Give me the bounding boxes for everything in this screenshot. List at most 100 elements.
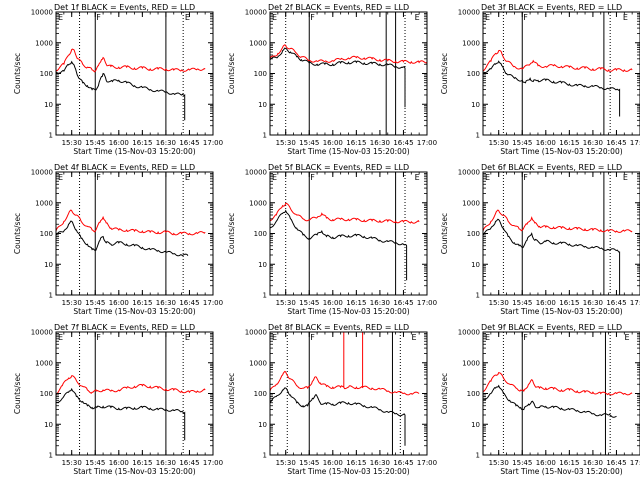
marker-letter: F bbox=[310, 13, 315, 22]
x-tick-label: 15:30 bbox=[276, 459, 296, 467]
x-tick-label: 16:15 bbox=[559, 299, 579, 307]
lld-series-line bbox=[56, 209, 206, 236]
marker-letter: E bbox=[272, 173, 277, 182]
marker-letter: E bbox=[272, 333, 277, 342]
x-axis-label: Start Time (15-Nov-03 15:20:00) bbox=[287, 307, 409, 316]
y-tick-label: 100 bbox=[467, 70, 480, 78]
x-tick-label: 15:30 bbox=[62, 459, 82, 467]
y-tick-label: 10000 bbox=[245, 9, 267, 17]
y-tick-label: 1 bbox=[263, 292, 267, 300]
panel-title: Det 2f BLACK = Events, RED = LLD bbox=[268, 3, 409, 12]
y-axis-label: Counts/sec bbox=[440, 53, 449, 94]
lld-series-line bbox=[56, 48, 206, 73]
events-series-line bbox=[483, 60, 621, 117]
x-tick-label: 15:30 bbox=[276, 299, 296, 307]
y-tick-label: 1 bbox=[476, 452, 480, 460]
marker-letter: E bbox=[58, 13, 63, 22]
marker-letter: E bbox=[272, 13, 277, 22]
y-tick-label: 100 bbox=[467, 390, 480, 398]
x-axis-label: Start Time (15-Nov-03 15:20:00) bbox=[73, 147, 195, 156]
x-tick-label: 16:15 bbox=[132, 299, 152, 307]
marker-letter: E bbox=[415, 173, 420, 182]
y-tick-label: 10 bbox=[258, 261, 267, 269]
x-tick-label: 16:30 bbox=[583, 459, 603, 467]
panel-title: Det 9f BLACK = Events, RED = LLD bbox=[481, 323, 622, 332]
y-tick-label: 1 bbox=[49, 292, 53, 300]
x-axis-label: Start Time (15-Nov-03 15:20:00) bbox=[287, 467, 409, 476]
x-axis-label: Start Time (15-Nov-03 15:20:00) bbox=[500, 147, 622, 156]
y-tick-label: 1000 bbox=[249, 39, 267, 47]
x-tick-label: 15:30 bbox=[62, 299, 82, 307]
x-tick-label: 16:30 bbox=[370, 459, 390, 467]
y-tick-label: 10000 bbox=[245, 169, 267, 177]
x-tick-label: 17:00 bbox=[417, 459, 437, 467]
marker-letter: E bbox=[485, 173, 490, 182]
marker-letter: F bbox=[523, 13, 528, 22]
x-tick-label: 16:30 bbox=[583, 139, 603, 147]
y-tick-label: 100 bbox=[254, 230, 267, 238]
panel-title: Det 3f BLACK = Events, RED = LLD bbox=[481, 3, 622, 12]
x-tick-label: 16:30 bbox=[156, 139, 176, 147]
y-tick-label: 10000 bbox=[245, 329, 267, 337]
x-tick-label: 15:45 bbox=[85, 299, 105, 307]
x-tick-label: 16:15 bbox=[346, 459, 366, 467]
marker-letter: E bbox=[185, 173, 190, 182]
y-tick-label: 100 bbox=[467, 230, 480, 238]
y-tick-label: 10000 bbox=[458, 169, 480, 177]
panel-det-2: Det 2f BLACK = Events, RED = LLD 1 10 100 10… bbox=[227, 3, 437, 156]
x-tick-label: 15:45 bbox=[85, 139, 105, 147]
x-tick-label: 17:00 bbox=[630, 139, 640, 147]
x-tick-label: 17:00 bbox=[203, 459, 223, 467]
marker-letter: F bbox=[96, 13, 101, 22]
y-tick-label: 10 bbox=[258, 101, 267, 109]
x-tick-label: 15:30 bbox=[489, 139, 509, 147]
x-tick-label: 16:00 bbox=[323, 139, 343, 147]
lld-series-line bbox=[270, 202, 420, 224]
marker-letter: E bbox=[411, 333, 416, 342]
y-tick-label: 1 bbox=[263, 132, 267, 140]
marker-letter: E bbox=[58, 173, 63, 182]
y-tick-label: 1000 bbox=[35, 359, 53, 367]
events-series-line bbox=[56, 387, 186, 441]
x-tick-label: 17:00 bbox=[203, 299, 223, 307]
x-tick-label: 16:30 bbox=[156, 299, 176, 307]
x-tick-label: 15:45 bbox=[299, 299, 319, 307]
x-tick-label: 16:15 bbox=[559, 139, 579, 147]
panel-det-1: Det 1f BLACK = Events, RED = LLD 1 10 100 10… bbox=[13, 3, 223, 156]
panel-title: Det 5f BLACK = Events, RED = LLD bbox=[268, 163, 409, 172]
x-tick-label: 15:30 bbox=[276, 139, 296, 147]
panel-det-7: Det 7f BLACK = Events, RED = LLD 1 10 100 10… bbox=[13, 323, 223, 476]
y-axis-label: Counts/sec bbox=[227, 373, 236, 414]
x-tick-label: 16:00 bbox=[109, 299, 129, 307]
y-axis-label: Counts/sec bbox=[13, 373, 22, 414]
lld-series-line bbox=[270, 44, 427, 64]
y-tick-label: 100 bbox=[40, 390, 53, 398]
x-tick-label: 17:00 bbox=[417, 139, 437, 147]
y-tick-label: 100 bbox=[40, 230, 53, 238]
marker-letter: F bbox=[523, 333, 528, 342]
marker-letter: E bbox=[623, 13, 628, 22]
y-axis-label: Counts/sec bbox=[227, 213, 236, 254]
plot-frame bbox=[269, 11, 428, 136]
x-tick-label: 16:30 bbox=[583, 299, 603, 307]
x-tick-label: 17:00 bbox=[630, 459, 640, 467]
marker-letter: F bbox=[523, 173, 528, 182]
x-axis-label: Start Time (15-Nov-03 15:20:00) bbox=[73, 467, 195, 476]
x-tick-label: 16:45 bbox=[606, 299, 626, 307]
y-tick-label: 1000 bbox=[249, 199, 267, 207]
panel-det-6: Det 6f BLACK = Events, RED = LLD 1 10 100 10… bbox=[440, 163, 640, 316]
x-tick-label: 15:30 bbox=[62, 139, 82, 147]
panel-det-5: Det 5f BLACK = Events, RED = LLD 1 10 100 10… bbox=[227, 163, 437, 316]
lld-series-line bbox=[483, 372, 633, 396]
y-tick-label: 10 bbox=[44, 421, 53, 429]
marker-letter: F bbox=[96, 173, 101, 182]
panel-title: Det 8f BLACK = Events, RED = LLD bbox=[268, 323, 409, 332]
x-tick-label: 15:45 bbox=[299, 139, 319, 147]
x-tick-label: 16:00 bbox=[536, 459, 556, 467]
x-tick-label: 16:45 bbox=[179, 139, 199, 147]
marker-letter: F bbox=[310, 333, 315, 342]
lld-series-line bbox=[270, 332, 420, 396]
marker-letter: F bbox=[310, 173, 315, 182]
y-tick-label: 10 bbox=[44, 261, 53, 269]
